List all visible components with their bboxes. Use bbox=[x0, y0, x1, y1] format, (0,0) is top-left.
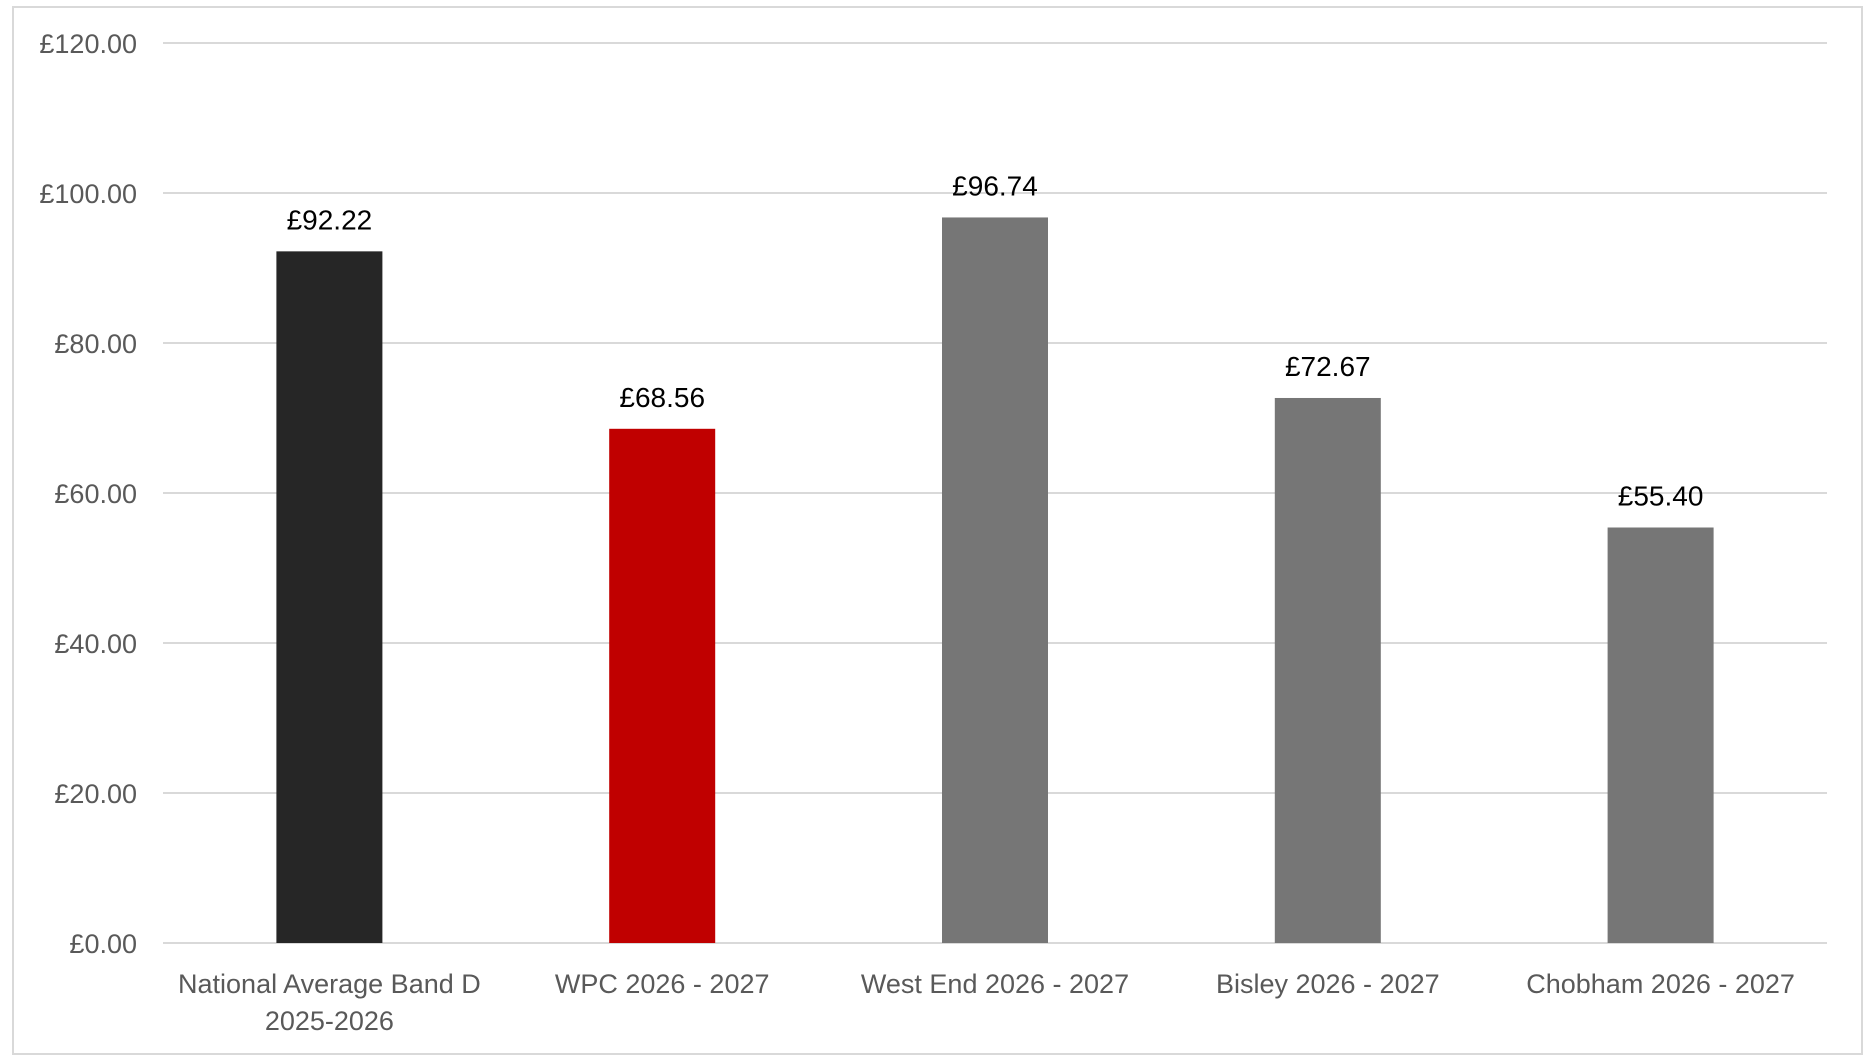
y-tick-label: £100.00 bbox=[39, 179, 137, 209]
bar bbox=[942, 217, 1048, 943]
y-tick-label: £120.00 bbox=[39, 29, 137, 59]
y-tick-label: £40.00 bbox=[54, 629, 137, 659]
bar bbox=[1274, 397, 1381, 944]
y-axis-tick-labels: £0.00 £20.00 £40.00 £60.00 £80.00 £100.00 £120… bbox=[39, 29, 137, 959]
x-category-label: National Average Band D bbox=[178, 969, 481, 999]
data-label: £68.56 bbox=[619, 382, 705, 413]
y-tick-label: £80.00 bbox=[54, 329, 137, 359]
bar bbox=[276, 251, 383, 944]
data-label: £72.67 bbox=[1285, 351, 1371, 382]
data-labels: £92.22 £68.56 £96.74 £72.67 £55.40 bbox=[287, 170, 1704, 511]
y-tick-label: £20.00 bbox=[54, 779, 137, 809]
bars bbox=[276, 217, 1714, 944]
x-category-label: 2025-2026 bbox=[265, 1006, 394, 1036]
data-label: £92.22 bbox=[287, 204, 373, 235]
y-tick-label: £0.00 bbox=[69, 929, 137, 959]
x-category-label: West End 2026 - 2027 bbox=[861, 969, 1129, 999]
x-category-label: Chobham 2026 - 2027 bbox=[1526, 969, 1795, 999]
bar bbox=[609, 428, 716, 943]
x-category-label: Bisley 2026 - 2027 bbox=[1216, 969, 1440, 999]
data-label: £96.74 bbox=[952, 170, 1038, 201]
bar bbox=[1607, 527, 1714, 943]
data-label: £55.40 bbox=[1618, 481, 1704, 512]
y-tick-label: £60.00 bbox=[54, 479, 137, 509]
x-axis-category-labels: National Average Band D 2025-2026 WPC 2026… bbox=[178, 969, 1795, 1036]
x-category-label: WPC 2026 - 2027 bbox=[555, 969, 770, 999]
